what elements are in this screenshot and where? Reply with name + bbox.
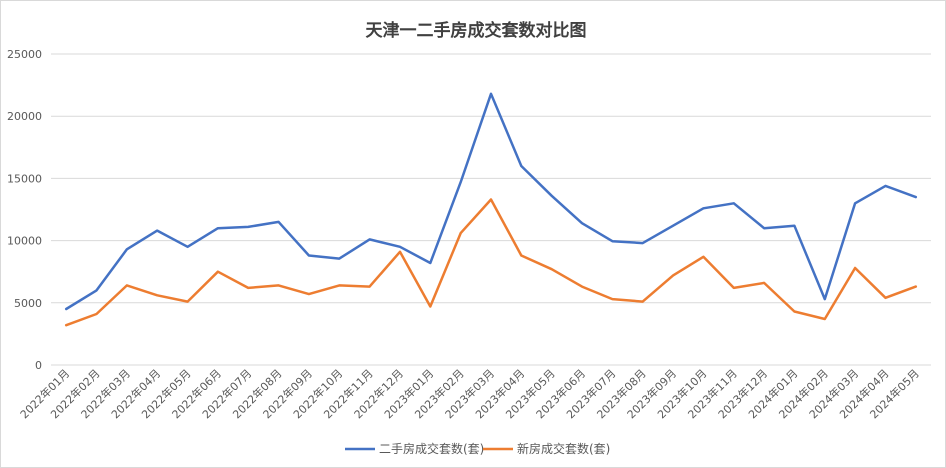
y-tick-label: 5000 xyxy=(14,297,42,310)
y-tick-label: 0 xyxy=(35,359,42,372)
series-line-0 xyxy=(64,92,918,311)
y-tick-label: 10000 xyxy=(7,235,42,248)
legend-label-second-hand: 二手房成交套数(套) xyxy=(379,441,484,456)
y-axis: 0 5000 10000 15000 20000 25000 xyxy=(7,48,42,372)
chart-title: 天津一二手房成交套数对比图 xyxy=(366,20,587,41)
legend-label-new-house: 新房成交套数(套) xyxy=(517,441,610,456)
y-tick-label: 20000 xyxy=(7,110,42,123)
series-line-1 xyxy=(64,198,918,327)
y-tick-label: 25000 xyxy=(7,48,42,61)
plot-area xyxy=(64,92,918,327)
watermark: 搜狐号@天津365淘房 xyxy=(754,437,936,459)
gridlines xyxy=(51,53,931,366)
y-tick-label: 15000 xyxy=(7,172,42,185)
x-axis: 2022年01月2022年02月2022年03月2022年04月2022年05月… xyxy=(17,366,922,421)
legend: 二手房成交套数(套) 新房成交套数(套) xyxy=(345,441,610,456)
